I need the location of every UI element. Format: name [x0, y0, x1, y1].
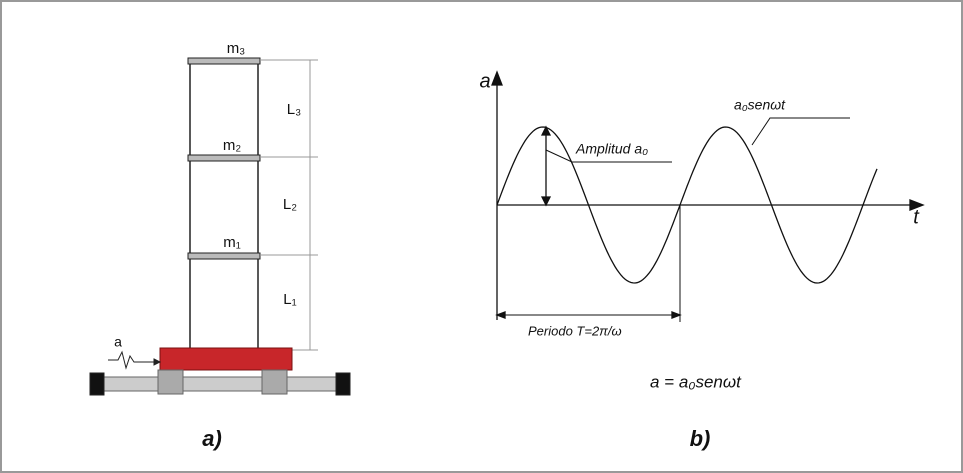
length-label: L₁	[283, 291, 296, 308]
formula: a = a₀senωt	[650, 372, 742, 391]
panel-b	[491, 70, 925, 322]
curve-label: a₀senωt	[734, 97, 786, 113]
amplitude-label: Amplitud a₀	[575, 141, 648, 157]
panel-a	[89, 57, 351, 396]
input-label: a	[114, 334, 122, 350]
mass-label: m₂	[223, 137, 241, 154]
mass-label: m₁	[223, 234, 241, 251]
length-label: L₂	[283, 196, 297, 213]
caption: b)	[690, 426, 711, 451]
caption: a)	[202, 426, 222, 451]
y-axis-label: a	[479, 70, 490, 92]
length-label: L₃	[287, 101, 301, 118]
period-label: Periodo T=2π/ω	[528, 323, 622, 338]
sine-curve	[496, 126, 878, 284]
mass-label: m₃	[227, 40, 246, 57]
x-axis-label: t	[913, 206, 920, 228]
